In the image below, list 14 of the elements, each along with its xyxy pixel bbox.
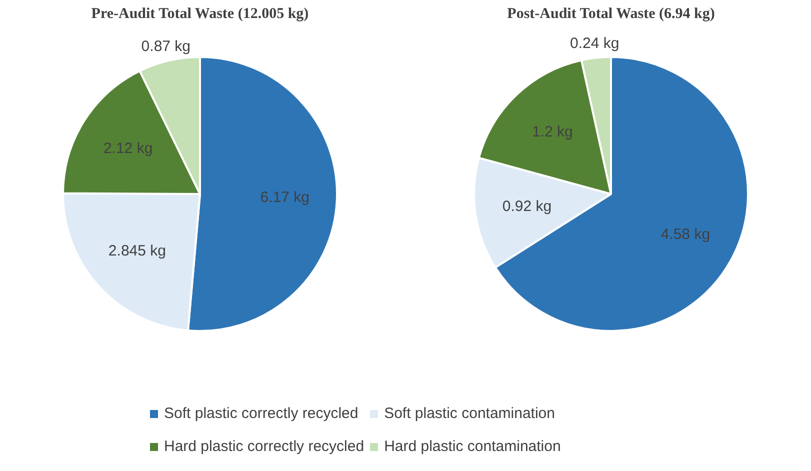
data-label: 4.58 kg <box>660 226 710 244</box>
data-label: 0.24 kg <box>570 35 620 52</box>
data-label: 2.845 kg <box>108 242 166 260</box>
chart-title: Post-Audit Total Waste (6.94 kg) <box>506 6 716 24</box>
data-label: 2.12 kg <box>103 140 153 157</box>
legend-label: Soft plastic correctly recycled <box>164 405 358 422</box>
data-label: 0.92 kg <box>502 198 552 215</box>
data-label: 6.17 kg <box>260 188 310 206</box>
chart-title: Pre-Audit Total Waste (12.005 kg) <box>90 6 310 24</box>
legend-label: Hard plastic correctly recycled <box>164 438 364 455</box>
data-label: 0.87 kg <box>141 38 191 56</box>
legend-label: Soft plastic contamination <box>384 405 555 422</box>
legend-label: Hard plastic contamination <box>384 438 561 455</box>
data-label: 1.2 kg <box>532 124 573 141</box>
